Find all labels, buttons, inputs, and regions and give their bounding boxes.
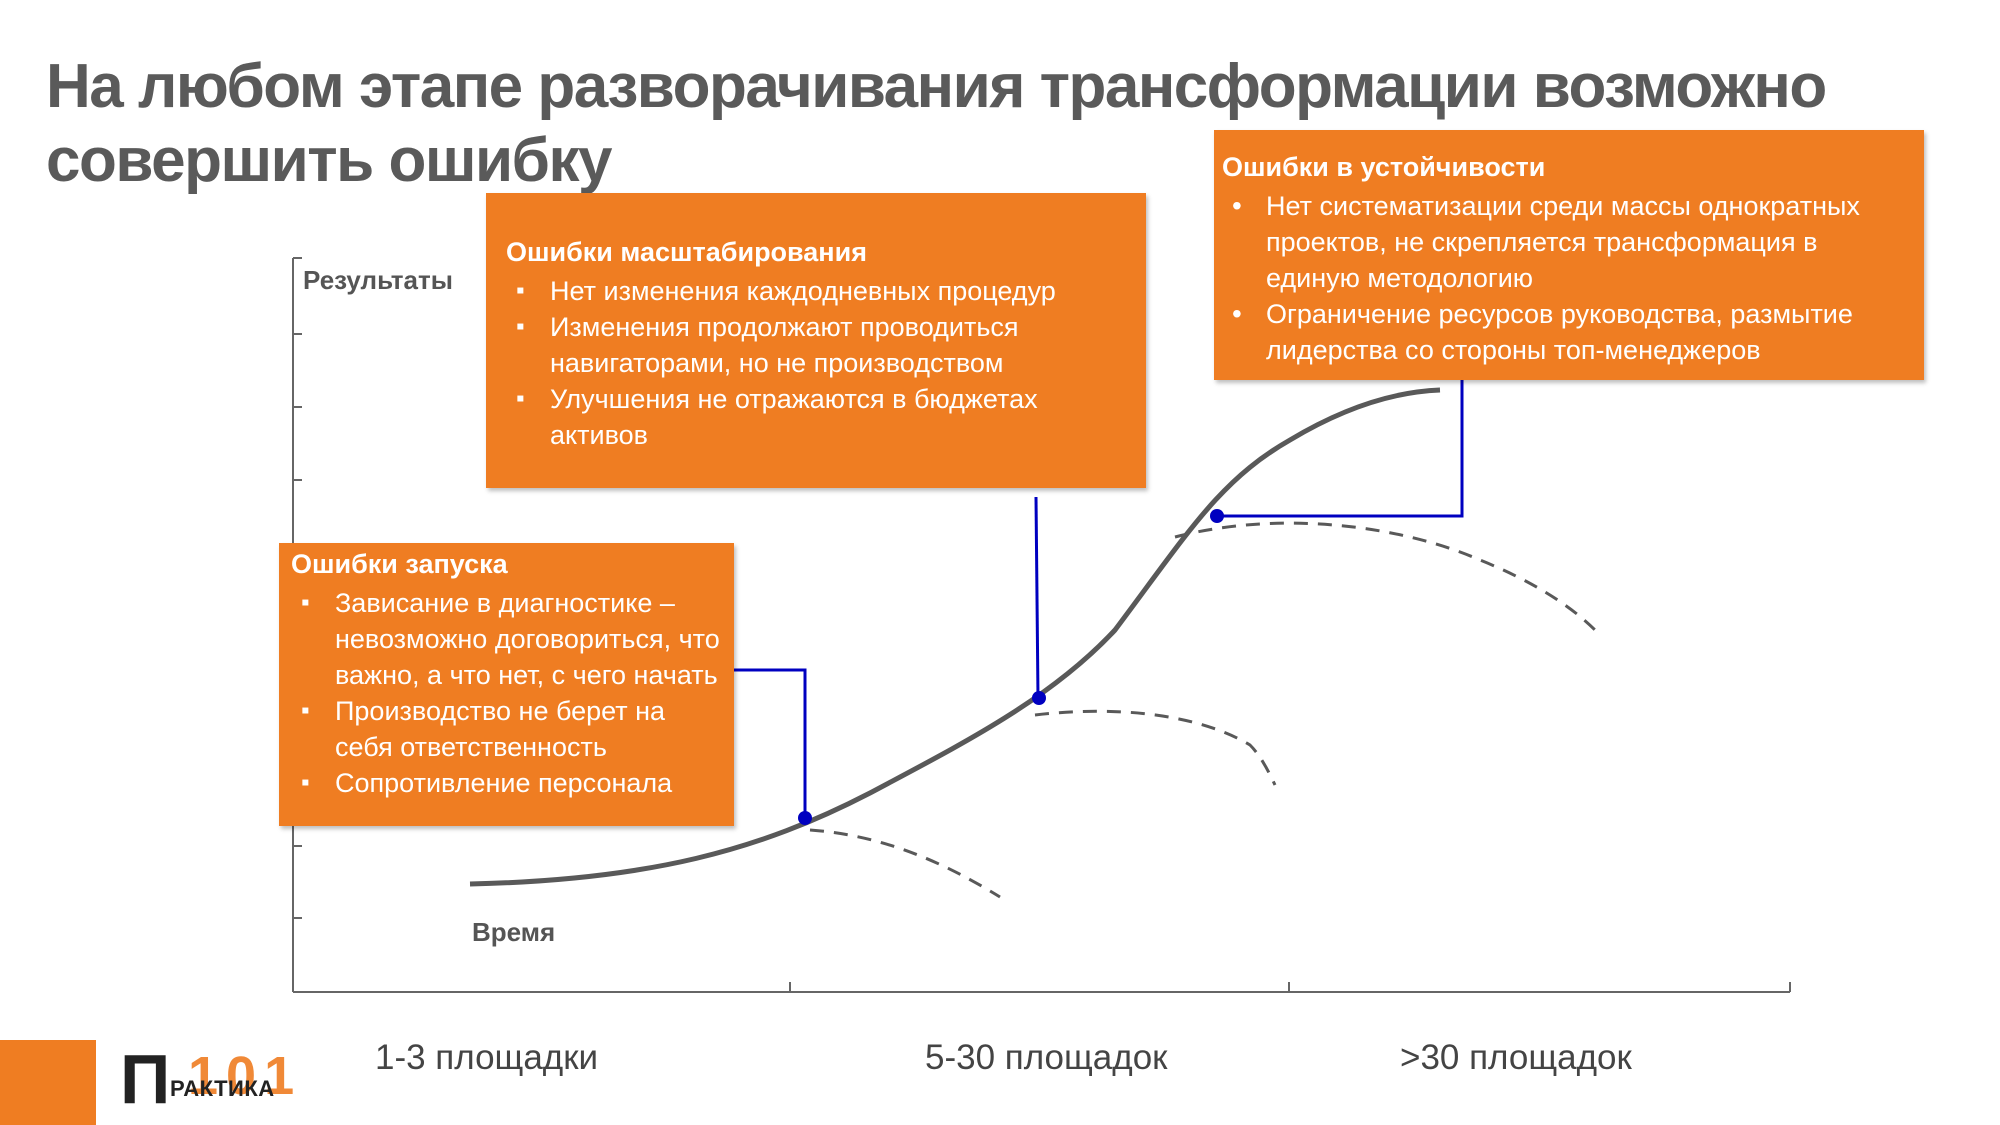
callout-sustain-list: Нет систематизации среди массы однократн… bbox=[1222, 188, 1918, 368]
connector-dot-sustain bbox=[1210, 509, 1224, 523]
callout-scaling-errors: Ошибки масштабирования Нет изменения каж… bbox=[486, 193, 1146, 488]
page-title: На любом этапе разворачивания трансформа… bbox=[46, 52, 1827, 195]
dashed-branch-scaling bbox=[1034, 709, 1277, 786]
list-item: Нет систематизации среди массы однократн… bbox=[1222, 188, 1918, 296]
category-label-1: 1-3 площадки bbox=[375, 1038, 599, 1077]
s-curve bbox=[469, 387, 1441, 887]
list-item: Зависание в диагностике – невозможно дог… bbox=[291, 585, 722, 693]
list-item: Производство не берет на себя ответствен… bbox=[291, 693, 722, 765]
logo-number: 101 bbox=[188, 1046, 303, 1106]
logo-word: РАКТИКА bbox=[170, 1076, 275, 1101]
logo-letter: П bbox=[120, 1040, 171, 1118]
callout-sustain-errors: Ошибки в устойчивости Нет систематизации… bbox=[1214, 130, 1924, 380]
connector-scaling bbox=[1034, 496, 1040, 699]
callout-sustain-title: Ошибки в устойчивости bbox=[1222, 152, 1546, 182]
brand-logo: 101 П РАКТИКА bbox=[120, 1044, 294, 1120]
footer-accent-square bbox=[0, 1040, 96, 1125]
list-item: Сопротивление персонала bbox=[291, 765, 722, 801]
connector-dot-scaling bbox=[1032, 691, 1046, 705]
y-axis-label: Результаты bbox=[303, 265, 453, 295]
list-item: Нет изменения каждодневных процедур bbox=[506, 273, 1126, 309]
callout-scaling-title: Ошибки масштабирования bbox=[506, 237, 867, 267]
category-label-3: >30 площадок bbox=[1400, 1038, 1632, 1077]
dashed-branch-sustain bbox=[1174, 521, 1597, 632]
x-axis-label: Время bbox=[472, 917, 556, 947]
connector-sustain bbox=[1217, 378, 1464, 518]
connector-dot-launch bbox=[798, 811, 812, 825]
callout-launch-list: Зависание в диагностике – невозможно дог… bbox=[291, 585, 722, 801]
callout-scaling-list: Нет изменения каждодневных процедур Изме… bbox=[506, 273, 1126, 453]
list-item: Улучшения не отражаются в бюджетах актив… bbox=[506, 381, 1126, 453]
callout-launch-errors: Ошибки запуска Зависание в диагностике –… bbox=[279, 543, 734, 826]
callout-launch-title: Ошибки запуска bbox=[291, 549, 508, 579]
list-item: Ограничение ресурсов руководства, размыт… bbox=[1222, 296, 1918, 368]
list-item: Изменения продолжают проводиться навигат… bbox=[506, 309, 1126, 381]
connectors bbox=[730, 378, 1464, 818]
dashed-branch-launch bbox=[809, 828, 1001, 899]
category-label-2: 5-30 площадок bbox=[925, 1038, 1168, 1077]
connector-launch bbox=[730, 668, 807, 818]
